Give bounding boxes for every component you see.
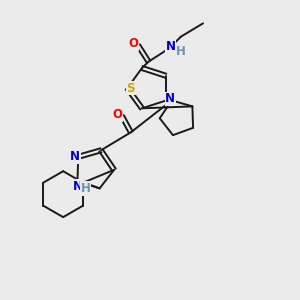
Text: O: O: [112, 108, 123, 121]
Text: S: S: [127, 82, 135, 95]
Text: N: N: [70, 150, 80, 163]
Text: H: H: [81, 182, 91, 195]
Text: N: N: [165, 92, 175, 106]
Text: N: N: [166, 40, 176, 53]
Text: N: N: [73, 180, 82, 193]
Text: O: O: [129, 38, 139, 50]
Text: H: H: [176, 45, 185, 58]
